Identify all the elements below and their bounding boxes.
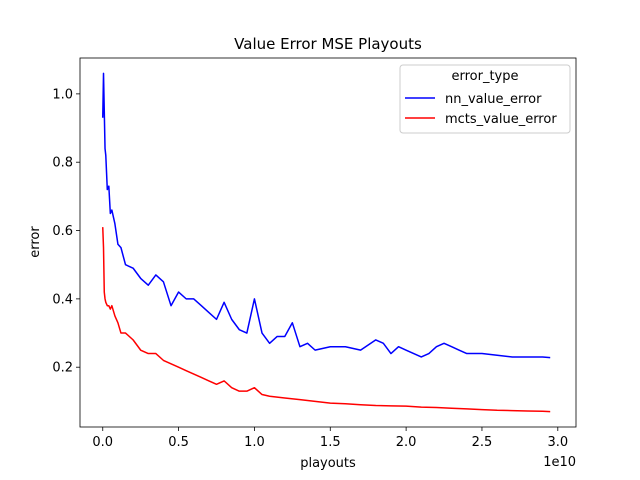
y-tick-label: 0.8 bbox=[52, 156, 73, 171]
x-tick-label: 1.5 bbox=[320, 435, 341, 450]
legend-box bbox=[399, 64, 571, 134]
y-axis: 0.2 0.4 0.6 0.8 1.0 bbox=[52, 87, 80, 376]
x-tick-label: 2.5 bbox=[472, 435, 493, 450]
x-tick-label: 0.5 bbox=[168, 435, 189, 450]
x-tick-label: 1.0 bbox=[244, 435, 265, 450]
chart-title: Value Error MSE Playouts bbox=[234, 35, 422, 53]
x-tick-label: 0.0 bbox=[92, 435, 113, 450]
y-tick-label: 0.4 bbox=[52, 292, 73, 307]
series-line-nn-value-error bbox=[102, 72, 551, 359]
x-axis: 0.0 0.5 1.0 1.5 2.0 2.5 3.0 bbox=[92, 427, 568, 450]
x-offset-label: 1e10 bbox=[543, 455, 576, 470]
series-line-mcts-value-error bbox=[102, 227, 551, 413]
x-tick-label: 2.0 bbox=[396, 435, 417, 450]
x-axis-label: playouts bbox=[300, 456, 356, 471]
y-tick-label: 0.6 bbox=[52, 224, 73, 239]
y-tick-label: 1.0 bbox=[52, 87, 73, 102]
legend: error_type nn_value_error mcts_value_err… bbox=[399, 64, 571, 134]
legend-label-mcts-value-error: mcts_value_error bbox=[445, 112, 557, 127]
y-axis-label: error bbox=[28, 226, 43, 258]
series-layer bbox=[102, 72, 551, 413]
plot-frame bbox=[79, 57, 577, 428]
y-tick-label: 0.2 bbox=[52, 361, 73, 376]
legend-title: error_type bbox=[451, 69, 518, 84]
x-tick-label: 3.0 bbox=[547, 435, 568, 450]
plot-area bbox=[79, 57, 577, 428]
legend-label-nn-value-error: nn_value_error bbox=[445, 92, 542, 107]
